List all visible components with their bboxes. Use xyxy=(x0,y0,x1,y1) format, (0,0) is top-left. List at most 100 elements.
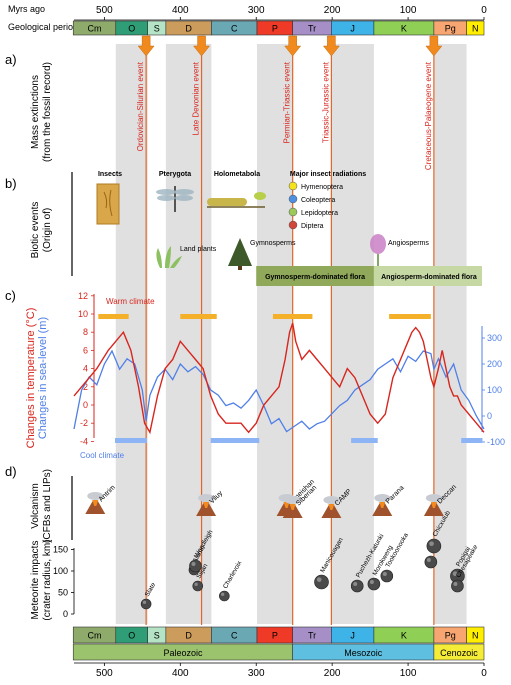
panel-c-subtitle: Changes in sea-level (m) xyxy=(37,317,49,439)
panel-a-subtitle: (from the fossil record) xyxy=(42,62,53,162)
volcano-label: Parana xyxy=(385,484,406,505)
warm-climate-bar xyxy=(98,314,129,319)
period-shade xyxy=(331,44,374,624)
period-label-o: O xyxy=(128,631,135,641)
insects-label: Insects xyxy=(98,171,122,178)
ash-cloud-icon xyxy=(425,494,442,502)
period-label-p: P xyxy=(272,24,278,34)
meteorite-icon xyxy=(380,569,394,583)
period-cell-n xyxy=(466,20,485,36)
caterpillar-icon xyxy=(207,192,266,208)
lava-icon xyxy=(328,504,335,510)
panel-c-letter: c) xyxy=(5,288,16,303)
bottom-axis: 500 400 300 200 100 0 xyxy=(74,662,487,679)
lava-icon xyxy=(203,502,210,508)
volcano-icon xyxy=(423,502,444,516)
climate-bars xyxy=(98,314,483,443)
lava-icon xyxy=(283,502,290,508)
meteorite-highlight-icon xyxy=(426,558,431,562)
gymnosperm-flora-bar xyxy=(256,266,374,286)
holometabola-label: Holometabola xyxy=(214,171,260,178)
top-axis: 500 400 300 200 100 0 xyxy=(74,5,487,21)
era-label-cenozoic: Cenozoic xyxy=(440,648,478,658)
lava-icon xyxy=(92,500,99,506)
period-cell-n xyxy=(466,626,485,644)
meteorite-icon xyxy=(451,579,464,593)
extinction-arrow-icon xyxy=(322,35,340,57)
period-label-cm: Cm xyxy=(88,24,102,34)
panel-c-title: Changes in temperature (°C) xyxy=(25,308,37,449)
legend-dot-coleoptera xyxy=(288,194,298,204)
sea-level-tick-label: 300 xyxy=(487,333,502,343)
warm-climate-label: Warm climate xyxy=(106,297,155,306)
volcano-antrim: Antrim xyxy=(85,484,117,514)
volcano-icon xyxy=(282,504,303,518)
warm-climate-bar xyxy=(180,314,217,319)
period-shade xyxy=(256,44,293,624)
axis-tick-label: 100 xyxy=(400,668,417,679)
temperature-tick-labels: 12 10 8 6 4 2 0 -2 -4 xyxy=(78,291,94,446)
ash-cloud-icon xyxy=(323,496,340,504)
biotic-events: Insects Pterygota Holometabola Major ins… xyxy=(96,171,482,286)
period-label-tr: Tr xyxy=(308,24,316,34)
meteorite-highlight-icon xyxy=(353,582,358,586)
period-label-s: S xyxy=(154,631,160,641)
sea-level-tick-label: -100 xyxy=(487,437,505,447)
meteorite-highlight-icon xyxy=(194,582,198,586)
extinction-label: Permian-Triassic event xyxy=(283,61,292,143)
temperature-tick-label: 12 xyxy=(78,291,88,301)
panel-a-letter: a) xyxy=(5,52,17,67)
extinction-label: Cretaceous-Palaeogene event xyxy=(424,61,433,170)
meteorite-highlight-icon xyxy=(453,582,458,586)
extinction-arrow-icon xyxy=(193,35,211,57)
cool-climate-bar xyxy=(461,438,483,443)
volcano-parana: Parana xyxy=(372,484,406,516)
impact-tick-label: 0 xyxy=(63,609,68,619)
geological-periods-label: Geological periods xyxy=(8,22,83,32)
top-period-bar: Cm O S D C P Tr J K Pg N xyxy=(72,20,485,36)
axis-tick-label: 300 xyxy=(248,5,265,16)
meteorite-highlight-icon xyxy=(382,572,387,576)
volcano-icon xyxy=(372,502,393,516)
period-label-k: K xyxy=(401,24,407,34)
crater-charlevoix: Charlevoix xyxy=(219,559,244,602)
legend-dot-lepidoptera xyxy=(288,207,298,217)
axis-tick-label: 100 xyxy=(400,5,417,16)
meteorite-icon xyxy=(314,574,329,590)
temperature-tick-label: 8 xyxy=(83,327,88,337)
volcano-icon xyxy=(85,500,106,514)
period-label-s: S xyxy=(154,24,160,34)
meteorite-highlight-icon xyxy=(452,571,458,577)
panel-e-subtitle: (crater radius, km) xyxy=(42,539,53,620)
panel-e-title: Meteorite impacts xyxy=(30,541,41,620)
sea-level-tick-label: 0 xyxy=(487,411,492,421)
temperature-tick-label: 6 xyxy=(83,345,88,355)
legend-dot-hymenoptera xyxy=(288,181,298,191)
meteorite-highlight-icon xyxy=(191,562,196,566)
axis-tick-label: 0 xyxy=(481,668,487,679)
sea-level-tick-label: 100 xyxy=(487,385,502,395)
myrs-ago-label: Myrs ago xyxy=(8,4,45,14)
impact-tick-label: 100 xyxy=(53,566,68,576)
period-label-tr: Tr xyxy=(308,631,316,641)
volcano-icon xyxy=(196,502,217,516)
period-label-d: D xyxy=(185,631,192,641)
meteorite-highlight-icon xyxy=(369,580,374,584)
period-label-d: D xyxy=(185,24,192,34)
temperature-tick-label: 4 xyxy=(83,364,88,374)
extinction-arrow-icon xyxy=(137,35,155,57)
impact-tick-labels: 150 100 50 0 xyxy=(53,545,74,619)
crater-label: Charlevoix xyxy=(222,559,244,590)
land-plants-label: Land plants xyxy=(180,246,217,253)
period-label-p: P xyxy=(272,631,278,641)
temperature-tick-label: 2 xyxy=(83,382,88,392)
panel-b-letter: b) xyxy=(5,176,17,191)
meteorite-icon xyxy=(140,598,152,610)
warm-climate-bar xyxy=(272,314,313,319)
meteorite-icon xyxy=(192,580,204,592)
insect-radiation-legend: Hymenoptera Coleoptera Lepidoptera Diptera xyxy=(288,181,343,230)
meteorite-icon xyxy=(367,577,381,591)
axis-tick-label: 300 xyxy=(248,668,265,679)
extinction-arrow-icon xyxy=(284,35,302,57)
